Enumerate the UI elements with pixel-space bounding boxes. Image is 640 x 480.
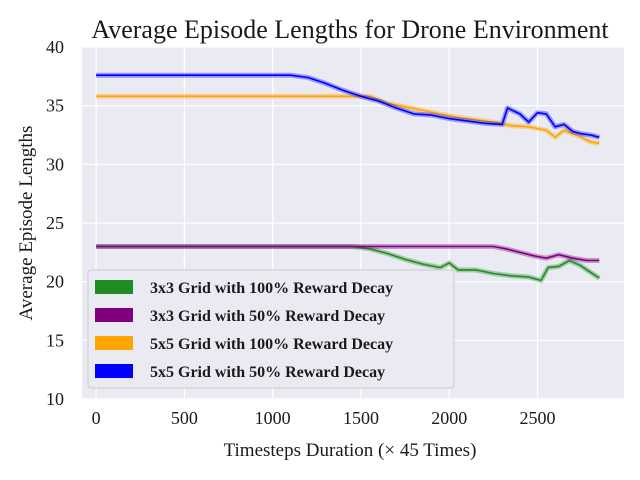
x-tick-label: 1500 — [343, 408, 379, 428]
y-tick-label: 10 — [46, 389, 64, 409]
y-tick-label: 40 — [46, 37, 64, 57]
y-tick-label: 20 — [46, 272, 64, 292]
y-axis-label: Average Episode Lengths — [16, 126, 37, 321]
series-layer — [96, 72, 601, 283]
chart-title: Average Episode Lengths for Drone Enviro… — [91, 15, 609, 44]
x-tick-label: 0 — [92, 408, 101, 428]
legend-swatch-5x5-50 — [95, 364, 133, 378]
legend-swatch-3x3-50 — [95, 308, 133, 322]
series-line-5x5-50 — [96, 74, 600, 139]
series-line-3x3-50 — [96, 245, 600, 262]
legend-box — [87, 269, 455, 389]
legend-label-5x5-100: 5x5 Grid with 100% Reward Decay — [150, 336, 393, 353]
x-tick-label: 500 — [171, 408, 198, 428]
legend-label-3x3-100: 3x3 Grid with 100% Reward Decay — [150, 280, 393, 297]
x-tick-label: 2000 — [431, 408, 467, 428]
tick-labels: 0 500 1000 1500 2000 2500 10 15 20 25 30 35 40 — [46, 37, 555, 428]
legend: 3x3 Grid with 100% Reward Decay 3x3 Grid… — [87, 269, 455, 389]
y-tick-label: 15 — [46, 330, 64, 350]
legend-swatch-3x3-100 — [95, 280, 133, 294]
x-axis-label: Timesteps Duration (× 45 Times) — [224, 440, 477, 461]
x-tick-label: 1000 — [255, 408, 291, 428]
y-tick-label: 30 — [46, 154, 64, 174]
y-tick-label: 25 — [46, 213, 64, 233]
x-tick-label: 2500 — [519, 408, 555, 428]
legend-label-5x5-50: 5x5 Grid with 50% Reward Decay — [150, 364, 385, 381]
legend-label-3x3-50: 3x3 Grid with 50% Reward Decay — [150, 308, 385, 325]
y-tick-label: 35 — [46, 96, 64, 116]
series-line-5x5-100 — [96, 95, 600, 144]
legend-swatch-5x5-100 — [95, 336, 133, 350]
